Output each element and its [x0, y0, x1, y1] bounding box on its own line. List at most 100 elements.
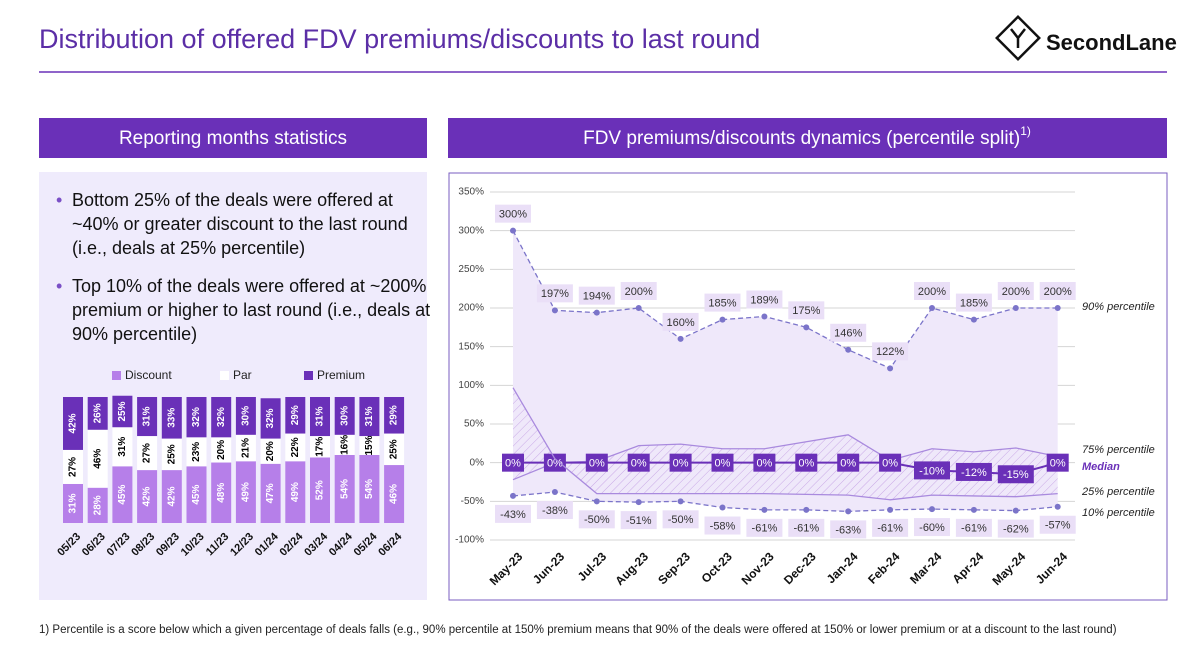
point [929, 506, 935, 513]
bar-segment [87, 429, 108, 488]
bar-segment [137, 470, 158, 523]
series-line [512, 387, 1058, 501]
label-box [788, 518, 825, 537]
right-heading: FDV premiums/discounts dynamics (percent… [583, 124, 1031, 149]
bar-segment [334, 397, 355, 435]
value-label: 189% [750, 294, 778, 306]
footnote: 1) Percentile is a score below which a g… [39, 624, 1117, 636]
bar-label: 27% [142, 443, 153, 463]
y-tick-label: 50% [464, 419, 484, 430]
bar-label: 48% [216, 483, 227, 503]
label-box [495, 504, 531, 523]
bar-segment [310, 397, 330, 437]
label-box [1039, 515, 1076, 534]
bar-segment [161, 438, 182, 471]
value-label: -63% [835, 524, 861, 536]
value-label: -60% [919, 522, 945, 534]
outer-band [513, 230, 1058, 512]
label-box [914, 518, 950, 537]
bar-label: 23% [191, 442, 202, 462]
median-box [543, 453, 566, 472]
value-label: 122% [876, 346, 904, 358]
bar-segment [211, 462, 232, 523]
value-label: 0% [798, 458, 814, 470]
point [551, 307, 558, 314]
bar-segment [260, 438, 281, 464]
label-box [830, 520, 867, 539]
value-label: -10% [919, 465, 945, 477]
median-box [585, 453, 608, 472]
bar-label: 17% [315, 437, 326, 457]
point [510, 227, 516, 234]
legend-swatch [112, 371, 121, 380]
median-box [502, 453, 524, 472]
label-box [536, 501, 573, 520]
series-name: 25% percentile [1081, 486, 1155, 498]
value-label: 0% [756, 458, 772, 470]
median-box [1046, 453, 1069, 472]
point [1012, 507, 1019, 514]
bar-label: 31% [315, 406, 326, 426]
bar-label: 27% [68, 457, 79, 477]
point [1012, 305, 1019, 311]
point [677, 498, 684, 505]
bar-segment [235, 461, 256, 523]
value-label: 200% [1002, 286, 1030, 298]
value-label: 0% [1050, 458, 1066, 470]
value-label: -58% [710, 520, 736, 532]
median-box [669, 453, 692, 472]
value-label: 200% [918, 286, 946, 298]
value-label: -51% [626, 515, 652, 527]
bar-segment [235, 397, 256, 435]
point [970, 506, 977, 513]
bar-segment [359, 454, 380, 523]
bullet-list: Bottom 25% of the deals were offered at … [52, 188, 434, 360]
bar-label: 32% [216, 407, 227, 427]
label-box [704, 293, 741, 312]
point [551, 489, 558, 496]
bar-label: 42% [68, 413, 79, 433]
bar-segment [384, 433, 405, 466]
median-box [879, 453, 902, 472]
y-tick-label: 200% [458, 303, 484, 314]
bar-segment [137, 397, 158, 437]
label-box [997, 519, 1034, 538]
value-label: 0% [589, 458, 605, 470]
legend-swatch [220, 371, 229, 380]
bar-label: 42% [166, 486, 177, 506]
bar-label: 45% [117, 485, 128, 505]
bar-label: 29% [389, 405, 400, 425]
value-label: 194% [583, 291, 611, 303]
bar-segment [285, 433, 306, 462]
value-label: 300% [499, 209, 527, 221]
label-box [495, 204, 531, 223]
point [929, 305, 935, 311]
bar-label: 25% [389, 439, 400, 459]
label-box [955, 518, 992, 537]
label-box [830, 323, 867, 342]
bar-segment [87, 487, 108, 523]
bar-segment [359, 397, 380, 437]
value-label: 185% [960, 298, 988, 310]
label-box [872, 518, 909, 537]
point [803, 506, 810, 513]
bar-segment [186, 397, 207, 438]
heading-text: FDV premiums/discounts dynamics (percent… [583, 128, 1020, 149]
label-box [620, 282, 657, 300]
bar-label: 54% [339, 479, 350, 499]
bar-label: 52% [315, 480, 326, 500]
label-box [578, 510, 615, 529]
point [1054, 305, 1061, 311]
value-label: 0% [505, 458, 521, 470]
y-tick-label: -50% [461, 496, 484, 507]
bar-label: 21% [241, 438, 252, 458]
label-box [662, 312, 699, 331]
median-box [711, 453, 734, 472]
legend-label: Par [233, 368, 252, 382]
label-box [620, 511, 657, 530]
bullet: Bottom 25% of the deals were offered at … [56, 188, 434, 260]
bar-label: 31% [364, 406, 375, 426]
legend-swatch [304, 371, 313, 380]
value-label: 0% [715, 458, 731, 470]
